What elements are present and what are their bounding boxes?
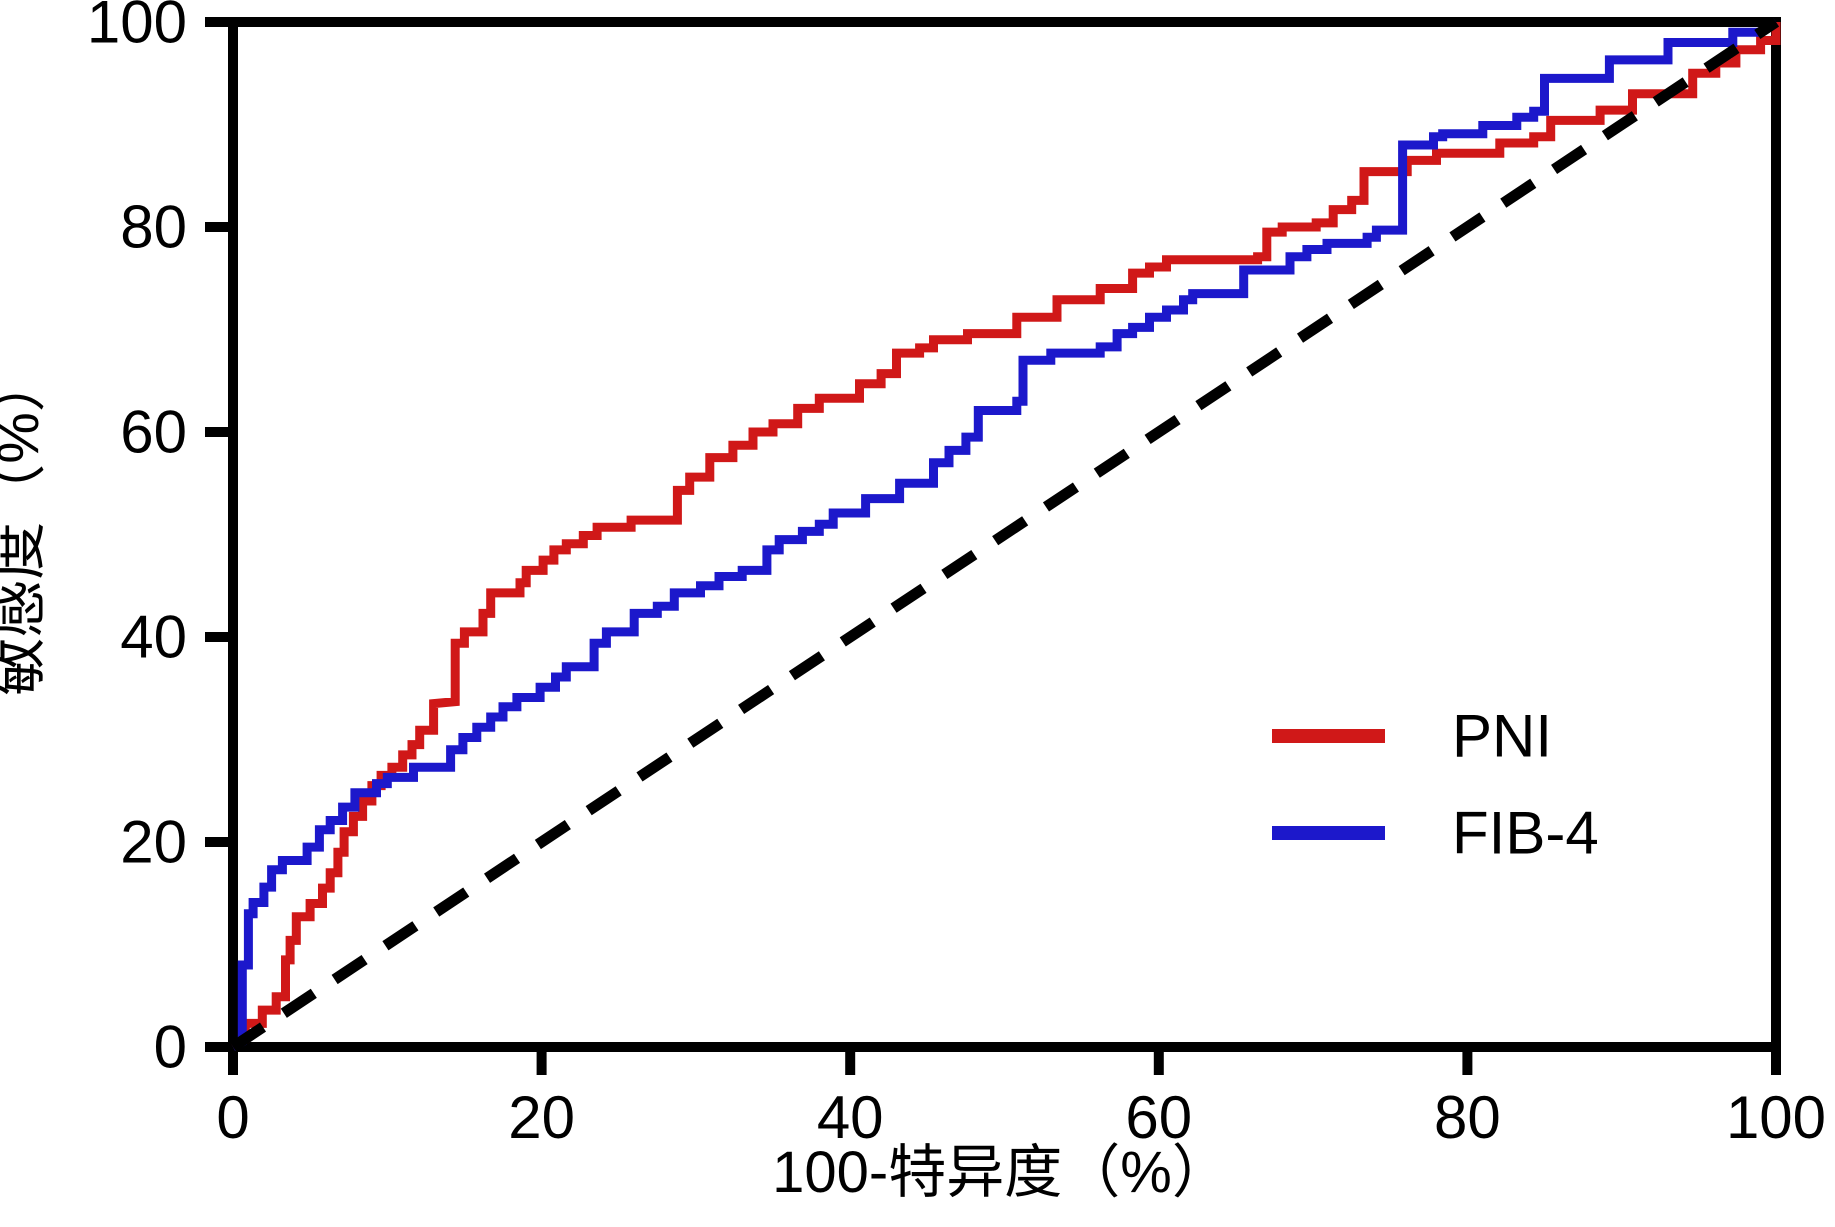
legend: PNI FIB-4 — [1272, 703, 1599, 867]
x-tick-label: 20 — [508, 1084, 575, 1151]
x-tick-label: 100 — [1726, 1084, 1826, 1151]
y-tick-label: 40 — [120, 604, 187, 671]
y-tick-label: 20 — [120, 809, 187, 876]
y-axis-tick-labels: 0 20 40 60 80 100 — [87, 0, 187, 1081]
plot-frame — [205, 17, 1781, 1075]
y-axis-label: 敏感度（%） — [0, 354, 51, 696]
x-tick-label: 0 — [216, 1084, 249, 1151]
y-tick-label: 80 — [120, 194, 187, 261]
y-axis-ticks — [205, 17, 233, 1052]
x-axis-label: 100-特异度（%） — [772, 1140, 1230, 1205]
y-tick-label: 100 — [87, 0, 187, 56]
x-tick-label: 80 — [1434, 1084, 1501, 1151]
fib-4-curve — [230, 18, 1779, 1051]
curves-group — [229, 17, 1781, 1052]
x-tick-label: 60 — [1125, 1084, 1192, 1151]
pni-curve — [230, 22, 1781, 1051]
reference-diagonal-curve — [229, 17, 1780, 1052]
legend-label-fib4: FIB-4 — [1452, 800, 1599, 867]
x-axis-tick-labels: 0 20 40 60 80 100 — [216, 1084, 1826, 1151]
y-tick-label: 0 — [154, 1014, 187, 1081]
x-tick-label: 40 — [817, 1084, 884, 1151]
y-tick-label: 60 — [120, 399, 187, 466]
legend-label-pni: PNI — [1452, 703, 1552, 770]
